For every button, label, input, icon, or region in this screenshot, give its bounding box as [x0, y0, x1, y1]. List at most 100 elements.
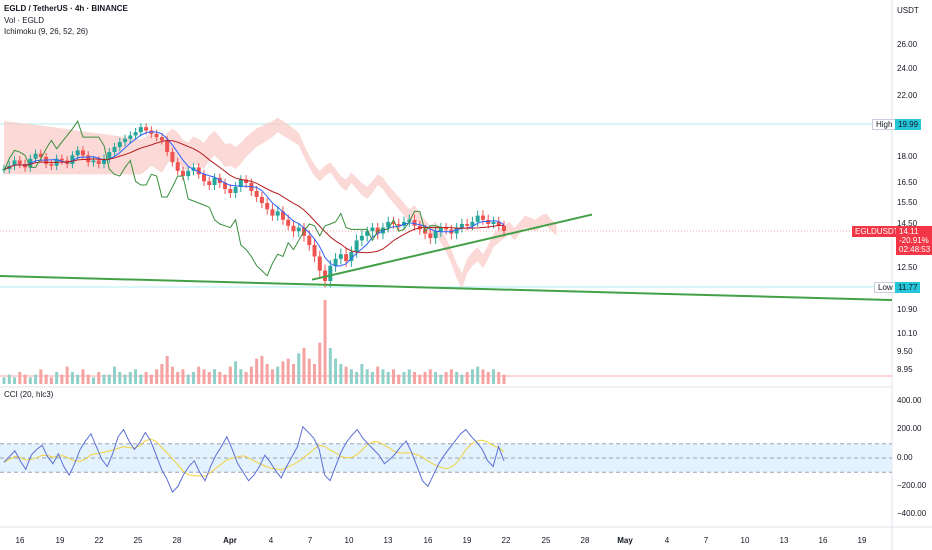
candle-body — [107, 152, 112, 159]
high-tag-value: 19.99 — [895, 119, 922, 130]
price-change: -20.91% — [899, 236, 929, 245]
candle-body — [102, 158, 106, 164]
date-axis-label: 7 — [703, 536, 709, 545]
volume-bar — [34, 374, 38, 384]
volume-bar — [23, 374, 27, 384]
candle-body — [375, 227, 380, 234]
volume-bar — [276, 366, 280, 384]
date-axis-label: 13 — [383, 536, 393, 545]
cci-axis-label: 400.00 — [897, 396, 922, 405]
volume-bar — [128, 372, 132, 384]
candle-body — [502, 225, 506, 231]
date-axis-label: 19 — [55, 536, 65, 545]
volume-bar — [81, 369, 85, 384]
volume-bar — [439, 374, 443, 384]
volume-bar — [191, 372, 195, 384]
candle-body — [133, 132, 138, 136]
date-axis-label: 4 — [268, 536, 274, 545]
volume-bar — [307, 358, 311, 384]
volume-bar — [328, 348, 332, 384]
volume-bar — [434, 372, 438, 384]
volume-bar — [344, 366, 348, 384]
candle-body — [96, 160, 101, 164]
volume-bar — [370, 372, 374, 384]
candle-body — [354, 240, 359, 252]
low-tag-label: Low — [874, 282, 897, 293]
price-axis-label: 12.50 — [897, 263, 918, 272]
volume-bar — [386, 372, 390, 384]
candle-body — [454, 227, 459, 234]
date-axis-label: 25 — [541, 536, 551, 545]
date-axis-label: 28 — [580, 536, 590, 545]
volume-bar — [470, 369, 474, 384]
candle-body — [180, 170, 185, 177]
volume-bar — [181, 369, 185, 384]
candle-body — [80, 150, 85, 156]
currency-label: USDT — [897, 6, 919, 15]
candle-body — [275, 211, 280, 216]
date-axis-label: 28 — [172, 536, 182, 545]
candle-body — [333, 258, 338, 266]
date-axis-label: 19 — [857, 536, 867, 545]
candle-body — [33, 153, 38, 159]
volume-bar — [55, 372, 59, 384]
price-axis-label: 18.00 — [897, 152, 918, 161]
volume-bar — [213, 369, 217, 384]
volume-bar — [381, 369, 385, 384]
ichimoku-indicator-label[interactable]: Ichimoku (9, 26, 52, 26) — [4, 27, 89, 36]
volume-bar — [444, 372, 448, 384]
volume-bar — [160, 364, 164, 384]
volume-bar — [202, 369, 206, 384]
volume-bar — [376, 366, 380, 384]
descending-trendline — [0, 275, 893, 301]
volume-bar — [349, 369, 353, 384]
candle-body — [444, 227, 449, 230]
date-axis-label: 16 — [15, 536, 25, 545]
volume-bar — [134, 369, 138, 384]
cci-indicator-label[interactable]: CCI (20, hlc3) — [4, 390, 54, 399]
candle-body — [496, 221, 501, 226]
volume-bar — [486, 372, 490, 384]
volume-bar — [460, 374, 464, 384]
volume-bar — [239, 369, 243, 384]
volume-bar — [91, 377, 95, 384]
last-price: 14.11 — [899, 227, 919, 236]
cci-axis-label: −200.00 — [897, 481, 927, 490]
candle-body — [254, 191, 259, 197]
volume-bar — [260, 356, 264, 384]
candle-body — [175, 162, 180, 171]
price-axis-label: 10.90 — [897, 305, 918, 314]
volume-bar — [423, 372, 427, 384]
volume-indicator-label[interactable]: Vol · EGLD — [4, 16, 45, 25]
volume-bar — [144, 372, 148, 384]
candle-body — [338, 254, 343, 259]
price-axis-label: 22.00 — [897, 91, 918, 100]
price-axis-label: 24.00 — [897, 64, 918, 73]
candle-body — [123, 138, 128, 143]
volume-bar — [407, 369, 411, 384]
volume-bar — [476, 366, 480, 384]
candle-body — [428, 233, 433, 239]
symbol-name: EGLDUSDT — [855, 227, 899, 236]
candle-body — [112, 147, 117, 153]
candle-body — [196, 167, 201, 175]
last-price-box: 14.11 -20.91% 02:48:53 — [896, 226, 932, 255]
ascending-trendline — [311, 213, 593, 281]
candle-body — [344, 254, 349, 262]
volume-bar — [428, 369, 432, 384]
volume-bar — [86, 374, 90, 384]
price-axis-label: 9.50 — [897, 347, 913, 356]
chikou-line — [3, 119, 441, 277]
candle-body — [49, 163, 54, 166]
candle-body — [433, 231, 438, 239]
kijun-line — [3, 140, 505, 254]
candle-body — [233, 187, 238, 193]
volume-bar — [413, 372, 417, 384]
volume-bar — [391, 369, 395, 384]
volume-bar — [28, 377, 32, 384]
volume-bar — [155, 369, 159, 384]
candle-body — [459, 224, 464, 228]
volume-bar — [102, 374, 106, 384]
volume-bar — [360, 364, 364, 384]
